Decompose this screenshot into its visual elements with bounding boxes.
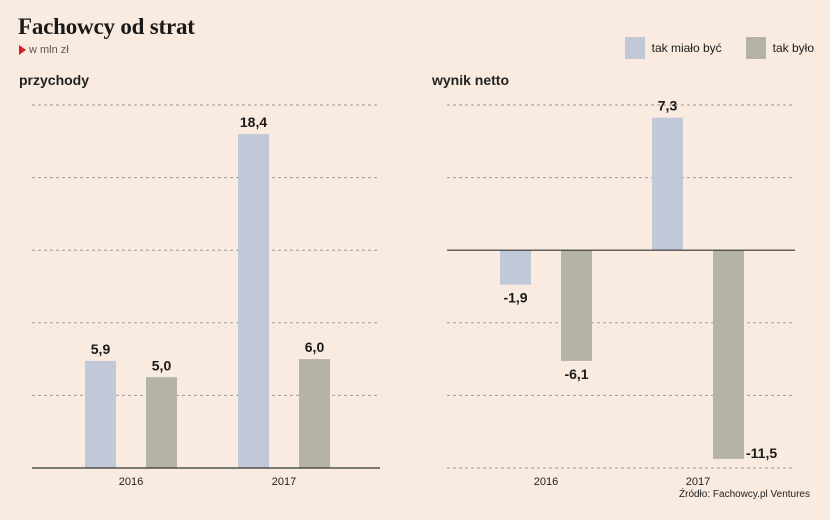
- bar-revenue-2017-series-1: [238, 134, 269, 469]
- legend: tak miało być tak było: [624, 37, 814, 59]
- category-label-net-result-2016: 2016: [534, 476, 558, 488]
- data-label-net-result-2017-series-1: 7,3: [658, 98, 678, 114]
- bar-revenue-2017-series-2: [299, 359, 330, 468]
- data-label-net-result-2016-series-2: -6,1: [564, 366, 588, 382]
- data-label-revenue-2016-series-2: 5,0: [152, 357, 172, 373]
- bar-net-result-2016-series-1: [500, 250, 531, 285]
- unit-subtitle: w mln zł: [19, 44, 69, 56]
- category-label-revenue-2017: 2017: [272, 476, 296, 488]
- red-triangle-icon: [19, 45, 26, 55]
- legend-label-actual: tak było: [772, 41, 814, 55]
- category-label-net-result-2017: 2017: [686, 476, 710, 488]
- legend-swatch-planned: [624, 37, 645, 59]
- legend-item-actual: tak było: [745, 37, 814, 59]
- panel-title-revenue: przychody: [19, 72, 90, 88]
- panel-title-net-result: wynik netto: [432, 72, 510, 88]
- chart-title: Fachowcy od strat: [18, 14, 195, 39]
- category-label-revenue-2016: 2016: [119, 476, 143, 488]
- source-note: Źródło: Fachowcy.pl Ventures: [679, 489, 810, 500]
- data-label-net-result-2017-series-2: -11,5: [746, 445, 777, 461]
- bar-net-result-2016-series-2: [561, 250, 592, 361]
- legend-label-planned: tak miało być: [651, 41, 722, 55]
- bar-revenue-2016-series-1: [85, 360, 116, 468]
- bar-net-result-2017-series-1: [652, 117, 683, 251]
- data-label-net-result-2016-series-1: -1,9: [503, 290, 527, 306]
- data-label-revenue-2017-series-2: 6,0: [305, 339, 325, 355]
- legend-swatch-actual: [745, 37, 766, 59]
- legend-item-planned: tak miało być: [624, 37, 722, 59]
- data-label-revenue-2017-series-1: 18,4: [240, 114, 267, 130]
- bar-revenue-2016-series-2: [146, 377, 177, 468]
- data-label-revenue-2016-series-1: 5,9: [91, 341, 111, 357]
- bar-net-result-2017-series-2: [713, 250, 744, 459]
- unit-label: w mln zł: [29, 44, 69, 56]
